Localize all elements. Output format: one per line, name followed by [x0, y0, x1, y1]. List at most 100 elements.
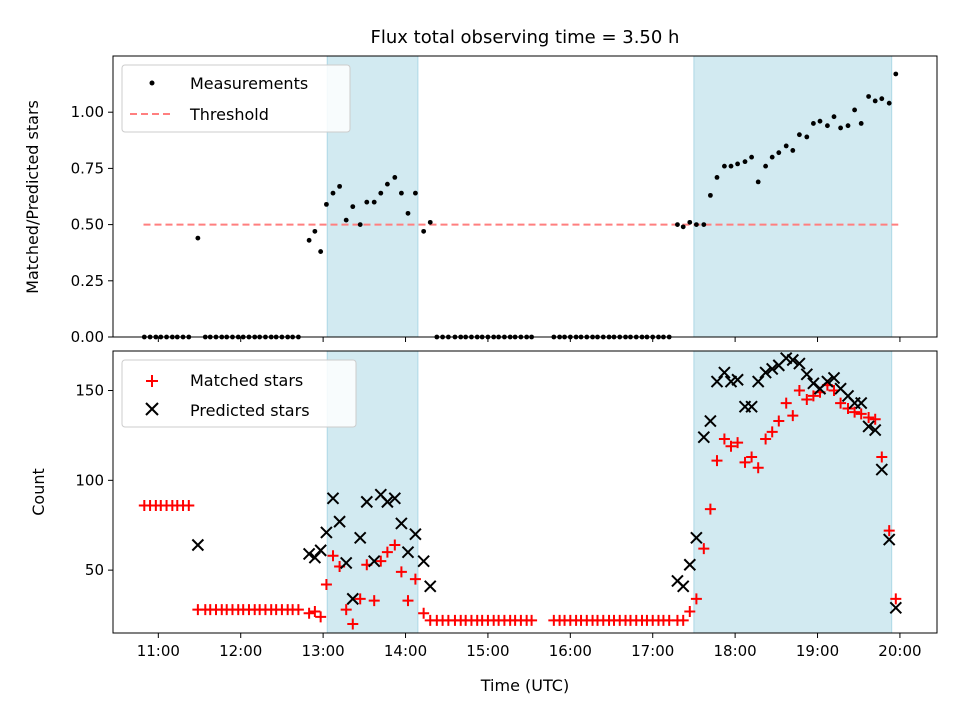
measurements-point	[371, 199, 377, 205]
bottom-x-tick-label: 18:00	[714, 642, 757, 660]
measurements-point	[701, 222, 707, 228]
legend-threshold-label: Threshold	[189, 105, 269, 124]
measurements-point	[675, 222, 680, 228]
measurements-point	[811, 121, 816, 126]
matched-stars-point	[315, 611, 327, 623]
matched-stars-point	[309, 605, 321, 617]
matched-stars-point	[746, 451, 758, 463]
predicted-stars-point	[690, 531, 703, 545]
measurements-point	[879, 96, 885, 102]
bottom-x-tick-label: 11:00	[137, 642, 180, 660]
measurements-point	[427, 219, 433, 225]
legend-matched-marker	[146, 375, 158, 387]
measurements-point	[817, 118, 823, 124]
measurements-point	[796, 132, 802, 138]
matched-stars-point	[718, 433, 730, 445]
bottom-x-tick-label: 13:00	[302, 642, 345, 660]
matched-stars-point	[347, 618, 359, 630]
measurements-point	[804, 134, 810, 140]
top-panel: 0.00 0.25 0.50 0.75 1.00 Matched/Predicted s…	[23, 55, 938, 346]
measurements-point	[378, 190, 384, 196]
measurements-point	[866, 94, 872, 99]
measurements-point	[714, 174, 720, 180]
measurements-point	[399, 190, 404, 196]
matched-stars-point	[869, 413, 881, 425]
bottom-x-tick-label: 17:00	[631, 642, 674, 660]
matched-stars-point	[684, 605, 696, 617]
matched-stars-point	[842, 402, 854, 414]
measurements-point	[728, 163, 734, 169]
predicted-stars-point	[765, 362, 779, 376]
measurements-point	[769, 154, 775, 160]
legend-predicted-marker	[145, 402, 159, 416]
top-legend: Measurements Threshold	[121, 64, 351, 133]
predicted-stars-point	[683, 558, 697, 571]
top-y-tick-label: 1.00	[71, 103, 104, 121]
top-y-tick-label: 0.25	[71, 272, 104, 290]
measurements-point	[893, 71, 899, 77]
predicted-stars-point	[759, 366, 772, 379]
matched-stars-point	[725, 440, 737, 452]
matched-stars-point	[327, 550, 339, 562]
predicted-stars-point	[868, 423, 882, 437]
bottom-x-ticks: 11:00 12:00 13:00 14:00 15:00 16:00 17:00 18:00…	[137, 633, 922, 660]
measurements-point	[330, 190, 336, 196]
matched-stars-point	[883, 525, 895, 537]
top-legend-box	[121, 64, 351, 133]
measurements-point	[392, 174, 398, 180]
predicted-stars-point	[875, 463, 888, 476]
top-shaded-intervals	[326, 56, 893, 337]
predicted-stars-point	[827, 371, 841, 385]
matched-stars-point	[340, 604, 352, 616]
top-y-axis-label: Matched/Predicted stars	[23, 100, 42, 294]
bottom-y-ticks: 50 100 150	[75, 382, 113, 579]
top-shaded-interval	[693, 56, 892, 337]
predicted-stars-point	[409, 528, 422, 541]
measurements-point	[693, 222, 699, 228]
predicted-stars-point	[821, 375, 834, 388]
measurements-point	[825, 123, 830, 129]
bottom-x-tick-label: 15:00	[466, 642, 509, 660]
top-y-ticks: 0.00 0.25 0.50 0.75 1.00	[71, 103, 113, 346]
bottom-x-tick-label: 20:00	[878, 642, 921, 660]
matched-stars-point	[690, 593, 702, 605]
predicted-stars-point	[745, 400, 758, 413]
predicted-stars-point	[368, 554, 381, 568]
measurements-point	[735, 161, 740, 167]
matched-stars-point	[677, 614, 689, 626]
measurements-point	[687, 219, 693, 225]
measurements-point	[324, 201, 329, 207]
predicted-stars-point	[395, 517, 408, 530]
predicted-stars-point	[718, 366, 731, 379]
matched-stars-point	[704, 503, 716, 515]
matched-stars-point	[526, 614, 538, 626]
measurements-point	[783, 143, 789, 149]
predicted-stars-point	[302, 547, 316, 561]
matched-stars-point	[320, 579, 332, 591]
matched-stars-point	[368, 595, 380, 607]
measurements-point	[858, 121, 864, 126]
matched-stars-point	[354, 593, 366, 605]
measurements-point	[742, 159, 748, 165]
bottom-plot-frame	[112, 350, 938, 634]
measurements-point	[421, 228, 427, 234]
measurements-point	[195, 235, 201, 241]
bottom-legend-box	[121, 359, 357, 428]
bottom-y-tick-label: 50	[85, 561, 104, 579]
legend-measurements-label: Measurements	[190, 74, 308, 93]
predicted-stars-point	[388, 492, 402, 505]
measurements-point	[337, 183, 342, 189]
measurements-point	[886, 100, 892, 106]
measurements-point	[343, 217, 349, 223]
bottom-points-layer	[138, 351, 903, 630]
matched-stars-point	[711, 455, 723, 467]
predicted-stars-point	[346, 592, 359, 606]
top-plot-frame	[112, 55, 938, 338]
measurements-point	[357, 222, 363, 228]
top-y-tick-label: 0.75	[71, 159, 104, 177]
bottom-shaded-interval	[693, 351, 892, 633]
predicted-stars-point	[339, 556, 353, 570]
matched-stars-point	[732, 437, 744, 449]
predicted-stars-point	[883, 533, 896, 546]
